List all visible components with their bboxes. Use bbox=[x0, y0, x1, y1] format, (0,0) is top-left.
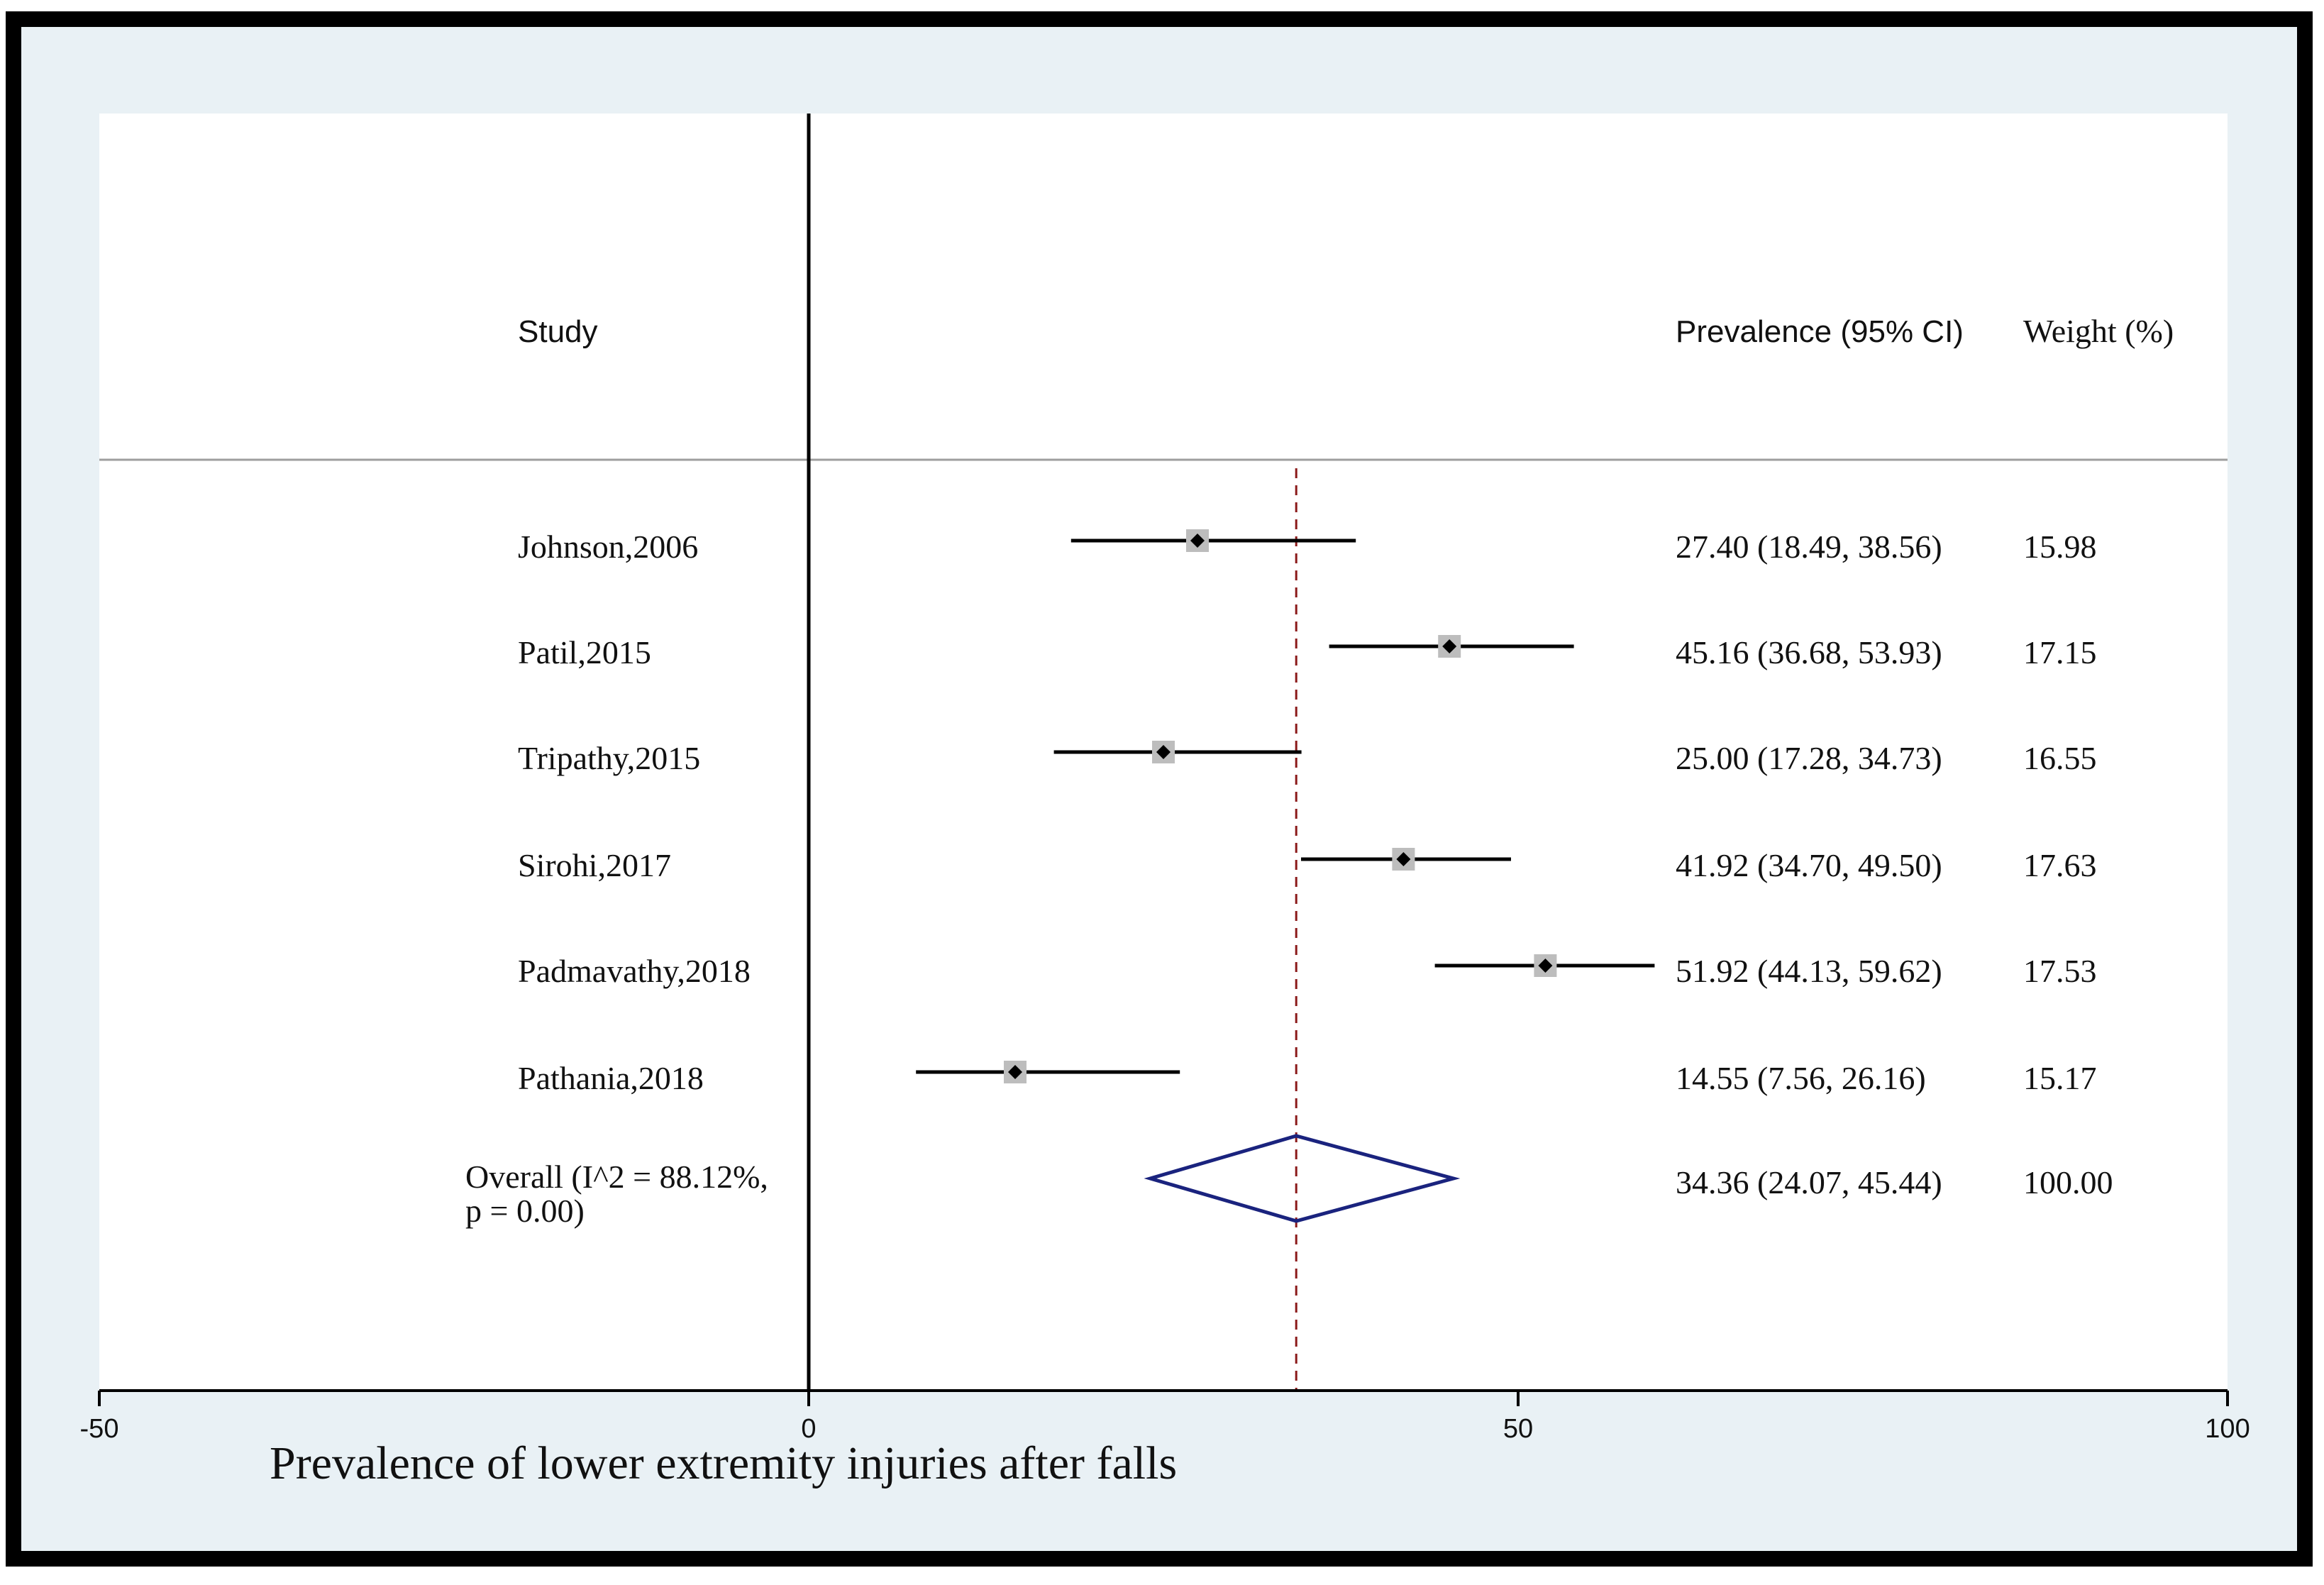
study-weight: 15.98 bbox=[2023, 529, 2097, 565]
point-estimate bbox=[1538, 959, 1553, 973]
study-row: Patil,2015 45.16 (36.68, 53.93) 17.15 bbox=[518, 634, 2097, 670]
study-name: Padmavathy,2018 bbox=[518, 953, 751, 989]
overall-name-line2: p = 0.00) bbox=[465, 1193, 585, 1229]
study-ci-text: 27.40 (18.49, 38.56) bbox=[1676, 529, 1942, 565]
x-tick-label: 0 bbox=[801, 1414, 816, 1444]
x-tick-label: 100 bbox=[2205, 1414, 2250, 1444]
study-weight: 15.17 bbox=[2023, 1060, 2097, 1096]
study-row: Pathania,2018 14.55 (7.56, 26.16) 15.17 bbox=[518, 1060, 2097, 1096]
point-estimate bbox=[1156, 745, 1171, 759]
study-ci-text: 45.16 (36.68, 53.93) bbox=[1676, 634, 1942, 670]
study-rows: Johnson,2006 27.40 (18.49, 38.56) 15.98 … bbox=[518, 529, 2097, 1096]
study-ci-text: 41.92 (34.70, 49.50) bbox=[1676, 847, 1942, 883]
header-prevalence: Prevalence (95% CI) bbox=[1676, 314, 1964, 349]
study-row: Johnson,2006 27.40 (18.49, 38.56) 15.98 bbox=[518, 529, 2097, 565]
study-name: Johnson,2006 bbox=[518, 529, 698, 565]
point-estimate bbox=[1008, 1065, 1022, 1079]
study-row: Padmavathy,2018 51.92 (44.13, 59.62) 17.… bbox=[518, 953, 2097, 989]
study-name: Patil,2015 bbox=[518, 634, 651, 670]
study-weight: 17.15 bbox=[2023, 634, 2097, 670]
x-tick-label: -50 bbox=[80, 1414, 119, 1444]
header-weight: Weight (%) bbox=[2023, 313, 2174, 349]
study-name: Tripathy,2015 bbox=[518, 740, 700, 776]
point-estimate bbox=[1442, 639, 1457, 653]
study-name: Pathania,2018 bbox=[518, 1060, 704, 1096]
overall-diamond bbox=[1144, 1134, 1461, 1223]
study-weight: 17.63 bbox=[2023, 847, 2097, 883]
study-weight: 17.53 bbox=[2023, 953, 2097, 989]
study-ci-text: 51.92 (44.13, 59.62) bbox=[1676, 953, 1942, 989]
study-name: Sirohi,2017 bbox=[518, 847, 671, 883]
chart-marks: -50 0 50 100 bbox=[80, 114, 2250, 1444]
study-row: Tripathy,2015 25.00 (17.28, 34.73) 16.55 bbox=[518, 740, 2097, 776]
overall-ci-text: 34.36 (24.07, 45.44) bbox=[1676, 1164, 1942, 1200]
header-study: Study bbox=[518, 314, 598, 349]
study-ci-text: 14.55 (7.56, 26.16) bbox=[1676, 1060, 1926, 1096]
overall-name-line1: Overall (I^2 = 88.12%, bbox=[465, 1159, 768, 1195]
study-weight: 16.55 bbox=[2023, 740, 2097, 776]
overall-weight: 100.00 bbox=[2023, 1164, 2113, 1200]
point-estimate bbox=[1396, 852, 1411, 866]
point-estimate bbox=[1190, 534, 1205, 548]
x-tick-label: 50 bbox=[1503, 1414, 1533, 1444]
x-axis-title: Prevalence of lower extremity injuries a… bbox=[270, 1437, 1177, 1489]
study-row: Sirohi,2017 41.92 (34.70, 49.50) 17.63 bbox=[518, 847, 2097, 883]
study-ci-text: 25.00 (17.28, 34.73) bbox=[1676, 740, 1942, 776]
